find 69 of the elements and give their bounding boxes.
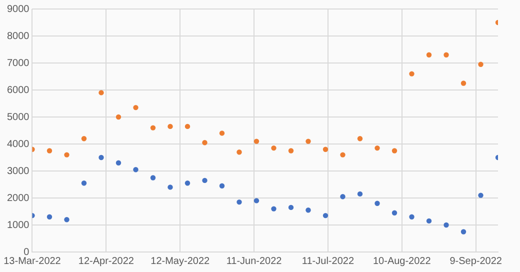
point (202, 140, 208, 146)
point (392, 210, 398, 216)
x-tick-label: 12-Apr-2022 (78, 256, 134, 267)
point (374, 200, 380, 206)
point (322, 146, 328, 152)
point (64, 217, 70, 222)
point (254, 138, 260, 144)
point (426, 218, 432, 224)
point (64, 152, 70, 158)
x-tick-label: 10-Aug-2022 (372, 256, 432, 267)
y-tick-label: 7000 (6, 58, 30, 69)
point (306, 208, 311, 213)
point (340, 194, 346, 200)
x-tick-label: 9-Sep-2022 (450, 256, 502, 267)
point (426, 52, 432, 58)
point (271, 206, 276, 212)
y-tick-label: 5000 (6, 112, 30, 123)
point (236, 199, 242, 205)
x-tick-label: 13-Mar-2022 (4, 256, 62, 267)
point (357, 136, 363, 142)
point (444, 52, 449, 58)
y-tick-label: 4000 (6, 138, 30, 150)
point (133, 104, 138, 110)
point (219, 183, 225, 188)
y-tick-label: 2000 (6, 192, 30, 204)
point (460, 80, 466, 86)
point (460, 229, 466, 234)
point (202, 178, 208, 184)
point (98, 90, 104, 96)
y-tick-label: 0 (24, 246, 30, 258)
point (409, 71, 414, 76)
point (150, 125, 156, 130)
point (46, 214, 52, 220)
point (184, 180, 190, 186)
x-tick-label: 12-May-2022 (150, 256, 210, 267)
point (444, 222, 449, 228)
point (409, 214, 414, 220)
point (322, 212, 328, 218)
point (478, 192, 484, 198)
point (98, 154, 104, 160)
point (254, 198, 260, 204)
y-tick-label: 9000 (6, 4, 30, 15)
point (288, 148, 294, 154)
point (236, 150, 242, 155)
point (357, 191, 363, 197)
point (478, 62, 484, 67)
point (150, 175, 156, 180)
point (81, 136, 87, 142)
point (168, 184, 173, 190)
x-tick-label: 11-Jun-2022 (226, 256, 282, 267)
point (340, 152, 346, 158)
point (288, 204, 294, 210)
x-tick-label: 11-Jul-2022 (302, 256, 354, 267)
point (219, 130, 225, 136)
point (133, 167, 138, 172)
point (184, 124, 190, 130)
point (116, 114, 122, 120)
point (271, 145, 276, 151)
point (46, 148, 52, 154)
y-tick-label: 3000 (6, 166, 30, 177)
point (81, 180, 87, 186)
y-tick-label: 6000 (6, 84, 30, 96)
point (306, 138, 311, 144)
point (392, 148, 398, 154)
point (116, 160, 122, 166)
point (374, 145, 380, 151)
point (168, 124, 173, 130)
y-tick-label: 1000 (6, 220, 30, 231)
y-tick-label: 8000 (6, 30, 30, 42)
